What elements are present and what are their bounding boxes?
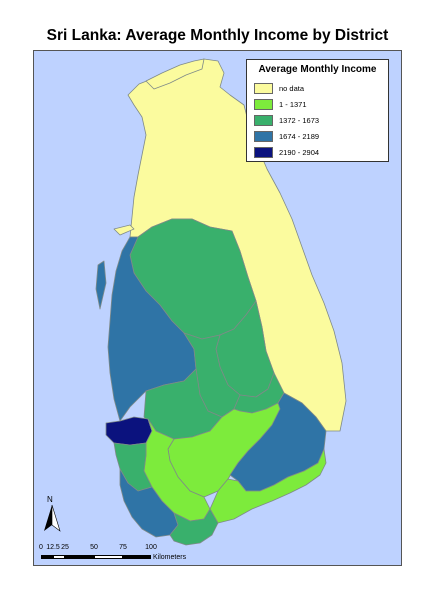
legend-item-no-data: no data [254, 82, 304, 95]
scale-units: Kilometers [153, 554, 187, 561]
scale-segment [94, 555, 123, 559]
scale-tick: 50 [90, 544, 98, 551]
legend-swatch [254, 83, 273, 94]
legend-title: Average Monthly Income [258, 64, 377, 75]
legend-label: 2190 - 2904 [279, 148, 320, 157]
legend-swatch [254, 115, 273, 126]
scale-tick: 0 [39, 544, 43, 551]
legend-label: no data [279, 84, 305, 93]
north-arrow-icon [44, 504, 61, 532]
scale-bar: 0 12.5 25 50 75 100 Kilometers [36, 544, 216, 564]
legend-item-class-3: 1674 - 2189 [254, 130, 319, 143]
scale-tick: 12.5 [46, 544, 60, 551]
district-matara [169, 508, 219, 546]
scale-segment [65, 555, 94, 559]
legend-label: 1 - 1371 [279, 100, 307, 109]
district-jaffna [145, 58, 205, 90]
legend-swatch [254, 147, 273, 158]
legend-label: 1674 - 2189 [279, 132, 320, 141]
scale-tick: 100 [145, 544, 157, 551]
north-label: N [47, 495, 53, 504]
scale-tick: 25 [61, 544, 69, 551]
island-kalpitiya [95, 260, 107, 310]
scale-segment [123, 555, 151, 559]
legend-item-class-4: 2190 - 2904 [254, 146, 319, 159]
scale-segment [41, 555, 53, 559]
legend-item-class-2: 1372 - 1673 [254, 114, 319, 127]
map-title: Sri Lanka: Average Monthly Income by Dis… [46, 27, 389, 44]
legend-item-class-1: 1 - 1371 [254, 98, 307, 111]
legend-swatch [254, 131, 273, 142]
legend: Average Monthly Income no data 1 - 1371 … [246, 59, 389, 162]
legend-label: 1372 - 1673 [279, 116, 320, 125]
island-mannar [113, 224, 135, 236]
legend-swatch [254, 99, 273, 110]
district-colombo [105, 416, 153, 446]
scale-tick: 75 [119, 544, 127, 551]
scale-segment [53, 555, 65, 559]
district-hambantota [209, 448, 327, 524]
sri-lanka-map [95, 58, 347, 546]
